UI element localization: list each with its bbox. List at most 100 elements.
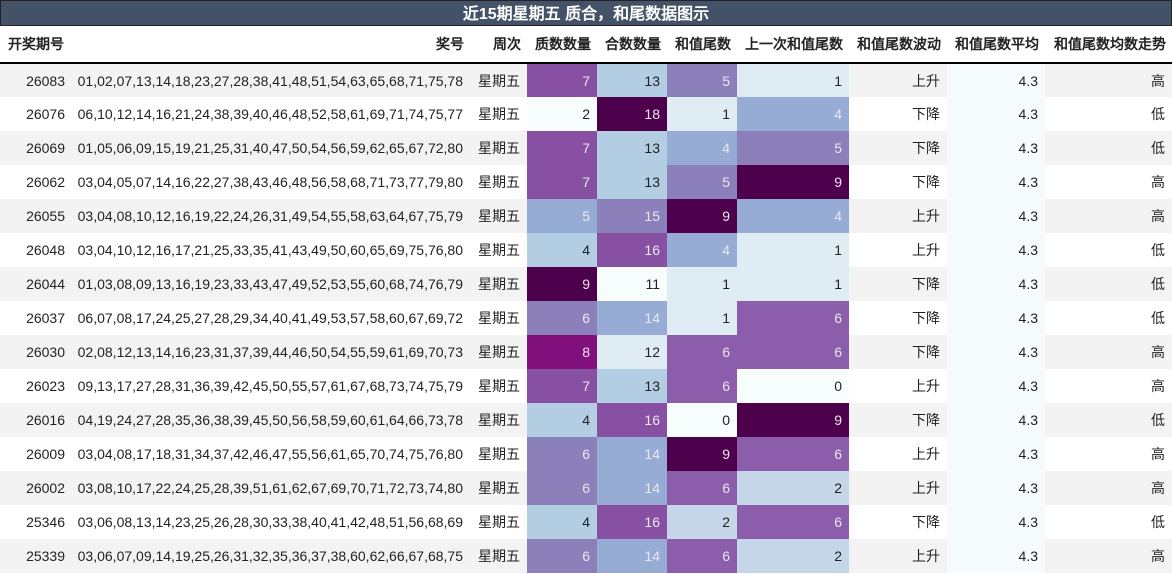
tail-average-cell: 4.3	[947, 233, 1045, 267]
weekday-cell: 星期五	[470, 471, 527, 505]
numbers-cell: 03,04,08,17,18,31,34,37,42,46,47,55,56,6…	[72, 437, 470, 471]
prime-count-cell: 7	[527, 369, 597, 403]
composite-count-cell: 13	[597, 165, 667, 199]
header-weekday[interactable]: 周次	[470, 26, 527, 64]
header-issue[interactable]: 开奖期号	[0, 26, 72, 64]
prev-sum-tail-cell: 9	[737, 403, 849, 437]
tail-fluctuation-cell: 下降	[849, 403, 947, 437]
table-row[interactable]: 26002 03,08,10,17,22,24,25,28,39,51,61,62…	[0, 471, 1172, 505]
tail-fluctuation-cell: 上升	[849, 63, 947, 97]
tail-avg-trend-cell: 高	[1045, 335, 1172, 369]
composite-count-cell: 16	[597, 233, 667, 267]
table-row[interactable]: 26055 03,04,08,10,12,16,19,22,24,26,31,49…	[0, 199, 1172, 233]
tail-fluctuation-cell: 下降	[849, 131, 947, 165]
numbers-cell: 06,07,08,17,24,25,27,28,29,34,40,41,49,5…	[72, 301, 470, 335]
sum-tail-cell: 0	[667, 403, 737, 437]
composite-count-cell: 12	[597, 335, 667, 369]
prev-sum-tail-cell: 1	[737, 267, 849, 301]
composite-count-cell: 11	[597, 267, 667, 301]
sum-tail-cell: 5	[667, 63, 737, 97]
header-sum-tail[interactable]: 和值尾数	[667, 26, 737, 64]
weekday-cell: 星期五	[470, 403, 527, 437]
table-row[interactable]: 26062 03,04,05,07,14,16,22,27,38,43,46,48…	[0, 165, 1172, 199]
tail-fluctuation-cell: 上升	[849, 199, 947, 233]
prev-sum-tail-cell: 6	[737, 505, 849, 539]
header-prev-sum-tail[interactable]: 上一次和值尾数	[737, 26, 849, 64]
tail-fluctuation-cell: 下降	[849, 335, 947, 369]
header-tail-average[interactable]: 和值尾数平均	[947, 26, 1045, 64]
composite-count-cell: 14	[597, 539, 667, 573]
prev-sum-tail-cell: 1	[737, 233, 849, 267]
tail-average-cell: 4.3	[947, 267, 1045, 301]
tail-average-cell: 4.3	[947, 437, 1045, 471]
numbers-cell: 03,08,10,17,22,24,25,28,39,51,61,62,67,6…	[72, 471, 470, 505]
table-row[interactable]: 26044 01,03,08,09,13,16,19,23,33,43,47,49…	[0, 267, 1172, 301]
issue-cell: 26002	[0, 471, 72, 505]
sum-tail-cell: 6	[667, 369, 737, 403]
tail-fluctuation-cell: 下降	[849, 301, 947, 335]
weekday-cell: 星期五	[470, 335, 527, 369]
header-prime-count[interactable]: 质数数量	[527, 26, 597, 64]
issue-cell: 26023	[0, 369, 72, 403]
tail-fluctuation-cell: 下降	[849, 165, 947, 199]
table-row[interactable]: 25339 03,06,07,09,14,19,25,26,31,32,35,36…	[0, 539, 1172, 573]
table-title: 近15期星期五 质合，和尾数据图示	[0, 0, 1172, 26]
numbers-cell: 01,02,07,13,14,18,23,27,28,38,41,48,51,5…	[72, 63, 470, 97]
composite-count-cell: 14	[597, 437, 667, 471]
prime-count-cell: 7	[527, 131, 597, 165]
table-row[interactable]: 26016 04,19,24,27,28,35,36,38,39,45,50,56…	[0, 403, 1172, 437]
sum-tail-cell: 1	[667, 267, 737, 301]
weekday-cell: 星期五	[470, 233, 527, 267]
issue-cell: 26037	[0, 301, 72, 335]
header-tail-avg-trend[interactable]: 和值尾数均数走势	[1045, 26, 1172, 64]
sum-tail-cell: 6	[667, 539, 737, 573]
table-row[interactable]: 26076 06,10,12,14,16,21,24,38,39,40,46,48…	[0, 97, 1172, 131]
table-row[interactable]: 25346 03,06,08,13,14,23,25,26,28,30,33,38…	[0, 505, 1172, 539]
table-row[interactable]: 26009 03,04,08,17,18,31,34,37,42,46,47,55…	[0, 437, 1172, 471]
sum-tail-cell: 9	[667, 437, 737, 471]
table-row[interactable]: 26048 03,04,10,12,16,17,21,25,33,35,41,43…	[0, 233, 1172, 267]
prev-sum-tail-cell: 6	[737, 437, 849, 471]
tail-fluctuation-cell: 上升	[849, 369, 947, 403]
prime-count-cell: 6	[527, 539, 597, 573]
table-row[interactable]: 26023 09,13,17,27,28,31,36,39,42,45,50,55…	[0, 369, 1172, 403]
table-row[interactable]: 26037 06,07,08,17,24,25,27,28,29,34,40,41…	[0, 301, 1172, 335]
prev-sum-tail-cell: 2	[737, 539, 849, 573]
weekday-cell: 星期五	[470, 539, 527, 573]
prime-count-cell: 9	[527, 267, 597, 301]
header-tail-fluctuation[interactable]: 和值尾数波动	[849, 26, 947, 64]
tail-average-cell: 4.3	[947, 63, 1045, 97]
weekday-cell: 星期五	[470, 267, 527, 301]
issue-cell: 26044	[0, 267, 72, 301]
prime-count-cell: 6	[527, 437, 597, 471]
numbers-cell: 03,04,05,07,14,16,22,27,38,43,46,48,56,5…	[72, 165, 470, 199]
tail-average-cell: 4.3	[947, 335, 1045, 369]
prime-count-cell: 4	[527, 505, 597, 539]
numbers-cell: 01,05,06,09,15,19,21,25,31,40,47,50,54,5…	[72, 131, 470, 165]
prev-sum-tail-cell: 5	[737, 131, 849, 165]
tail-average-cell: 4.3	[947, 403, 1045, 437]
tail-fluctuation-cell: 上升	[849, 471, 947, 505]
numbers-cell: 06,10,12,14,16,21,24,38,39,40,46,48,52,5…	[72, 97, 470, 131]
table-row[interactable]: 26083 01,02,07,13,14,18,23,27,28,38,41,48…	[0, 63, 1172, 97]
numbers-cell: 03,06,07,09,14,19,25,26,31,32,35,36,37,3…	[72, 539, 470, 573]
tail-fluctuation-cell: 上升	[849, 233, 947, 267]
prime-count-cell: 6	[527, 471, 597, 505]
prev-sum-tail-cell: 6	[737, 301, 849, 335]
table-row[interactable]: 26069 01,05,06,09,15,19,21,25,31,40,47,50…	[0, 131, 1172, 165]
header-numbers[interactable]: 奖号	[72, 26, 470, 64]
tail-average-cell: 4.3	[947, 165, 1045, 199]
weekday-cell: 星期五	[470, 199, 527, 233]
tail-average-cell: 4.3	[947, 505, 1045, 539]
numbers-cell: 03,06,08,13,14,23,25,26,28,30,33,38,40,4…	[72, 505, 470, 539]
table-row[interactable]: 26030 02,08,12,13,14,16,23,31,37,39,44,46…	[0, 335, 1172, 369]
header-composite-count[interactable]: 合数数量	[597, 26, 667, 64]
composite-count-cell: 13	[597, 63, 667, 97]
composite-count-cell: 18	[597, 97, 667, 131]
tail-avg-trend-cell: 低	[1045, 131, 1172, 165]
tail-avg-trend-cell: 高	[1045, 437, 1172, 471]
composite-count-cell: 13	[597, 369, 667, 403]
prime-count-cell: 8	[527, 335, 597, 369]
tail-avg-trend-cell: 低	[1045, 233, 1172, 267]
sum-tail-cell: 6	[667, 335, 737, 369]
